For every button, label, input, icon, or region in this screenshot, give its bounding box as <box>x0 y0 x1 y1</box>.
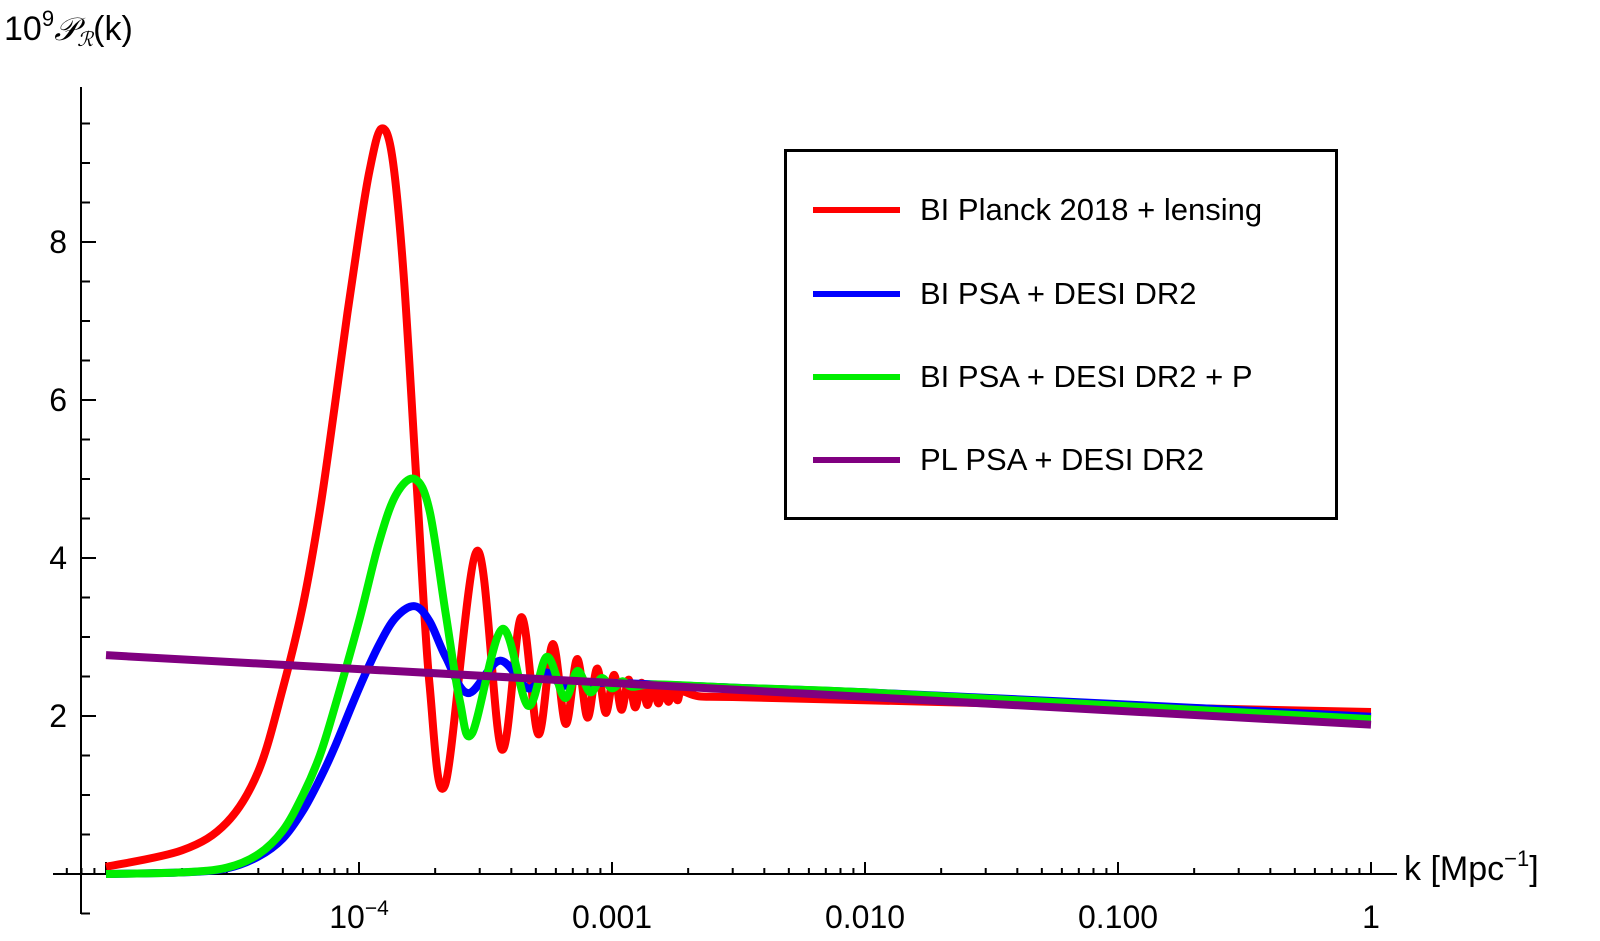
legend-item: BI PSA + DESI DR2 + P <box>813 357 1253 397</box>
y-label-base: 10 <box>4 10 42 48</box>
legend-item: BI PSA + DESI DR2 <box>813 274 1197 314</box>
y-tick-label: 2 <box>49 698 67 734</box>
legend-swatch <box>813 457 900 463</box>
legend-swatch <box>813 291 900 297</box>
y-label-exp: 9 <box>41 6 55 31</box>
x-tick-label-base: 10 <box>329 899 365 935</box>
x-tick-label-exp: −4 <box>365 897 389 920</box>
legend-label: BI PSA + DESI DR2 + P <box>920 359 1253 394</box>
x-tick-label: 0.001 <box>572 899 652 935</box>
x-tick-labels: 10−4 0.001 0.010 0.100 1 <box>329 897 1380 935</box>
y-tick-label: 6 <box>49 382 67 418</box>
x-tick-label: 1 <box>1362 899 1380 935</box>
y-label-arg: (k) <box>93 10 133 48</box>
x-label-text: k [Mpc <box>1404 850 1505 888</box>
x-tick-label: 10−4 <box>329 897 389 935</box>
legend: BI Planck 2018 + lensing BI PSA + DESI D… <box>784 149 1338 520</box>
y-tick-label: 8 <box>49 224 67 260</box>
x-tick-label: 0.100 <box>1078 899 1158 935</box>
legend-swatch <box>813 374 900 380</box>
series-line-0 <box>105 124 1372 871</box>
x-label-close: ] <box>1529 850 1539 888</box>
legend-label: BI Planck 2018 + lensing <box>920 192 1263 227</box>
legend-label: PL PSA + DESI DR2 <box>920 442 1205 477</box>
series-line-3 <box>105 651 1372 729</box>
y-label-sub: ℛ <box>77 29 94 51</box>
y-tick-labels: 2 4 6 8 <box>49 224 67 734</box>
x-axis-label: k [Mpc−1] <box>1404 846 1539 889</box>
y-tick-label: 4 <box>49 540 67 576</box>
legend-swatch <box>813 207 900 213</box>
series-line-2 <box>105 474 1372 878</box>
y-axis-label: 109𝒫ℛ(k) <box>4 6 133 52</box>
legend-item: BI Planck 2018 + lensing <box>813 190 1262 230</box>
x-tick-label: 0.010 <box>825 899 905 935</box>
x-label-exp: −1 <box>1504 846 1530 871</box>
y-label-symbol: 𝒫 <box>54 10 78 48</box>
legend-label: BI PSA + DESI DR2 <box>920 276 1197 311</box>
legend-item: PL PSA + DESI DR2 <box>813 440 1204 480</box>
curves <box>105 124 1372 878</box>
